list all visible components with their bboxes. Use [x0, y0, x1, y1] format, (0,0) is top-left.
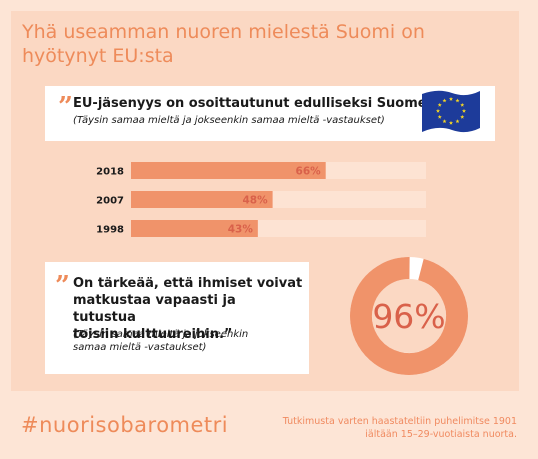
flag-cloth: [422, 90, 480, 133]
source-note: Tutkimusta varten haastateltiin puhelimi…: [257, 415, 517, 441]
bar: [131, 162, 326, 179]
flag-star: [461, 108, 467, 113]
bar: [131, 220, 258, 237]
quote-sub-line-2: samaa mieltä -vastaukset): [73, 342, 207, 353]
quote-subtext: (Täysin samaa mieltä ja jokseenkin samaa…: [73, 328, 273, 354]
flag-star: [448, 96, 454, 101]
bar-category-label: 2018: [96, 167, 124, 178]
donut-chart: 96%: [350, 257, 468, 375]
flag-star: [437, 102, 442, 107]
flag-star: [460, 114, 465, 119]
bar-value-label: 43%: [228, 224, 254, 236]
flag-star: [460, 102, 465, 107]
flag-star: [442, 98, 447, 103]
quote-line-2: matkustaa vapaasti ja tutustua: [73, 293, 236, 325]
page-title: Yhä useamman nuoren mielestä Suomi on hy…: [22, 20, 482, 68]
flag-star: [442, 119, 447, 124]
flag-star: [437, 114, 442, 119]
quote-text: EU-jäsenyys on osoittautunut edulliseksi…: [73, 96, 458, 111]
hashtag: #nuorisobarometri: [21, 413, 229, 437]
bar-category-label: 2007: [96, 196, 124, 207]
title-line-1: Yhä useamman nuoren mielestä Suomi on: [22, 21, 425, 43]
title-line-2: hyötynyt EU:sta: [22, 45, 174, 67]
quote-card-eu: ” EU-jäsenyys on osoittautunut edullisek…: [45, 86, 495, 141]
quote-mark-icon: ”: [55, 271, 70, 301]
source-line-2: iältään 15–29-vuotiaista nuorta.: [365, 429, 517, 440]
flag-star: [455, 98, 460, 103]
quote-mark-icon: ”: [58, 92, 73, 122]
bar-chart: 2018 66% 2007 48% 1998 43%: [96, 162, 426, 237]
source-line-1: Tutkimusta varten haastateltiin puhelimi…: [282, 416, 517, 427]
quote-text: On tärkeää, että ihmiset voivat matkusta…: [73, 275, 303, 343]
bar-value-label: 48%: [242, 195, 268, 207]
bar: [131, 191, 273, 208]
bar-value-label: 66%: [296, 166, 322, 178]
quote-card-travel: ” On tärkeää, että ihmiset voivat matkus…: [45, 262, 309, 374]
bar-category-label: 1998: [96, 225, 124, 236]
quote-line-3: toisiin kulttuureihin.”: [73, 327, 233, 342]
eu-flag-icon: [422, 90, 480, 133]
flag-star: [448, 120, 454, 125]
flag-star: [435, 108, 441, 113]
quote-sub-line-1: (Täysin samaa mieltä ja jokseenkin: [73, 329, 249, 340]
quote-subtext: (Täysin samaa mieltä ja jokseenkin samaa…: [73, 115, 385, 126]
flag-star: [455, 119, 460, 124]
flag-stars: [435, 96, 467, 125]
quote-line-1: On tärkeää, että ihmiset voivat: [73, 276, 303, 291]
donut-center-label: 96%: [372, 297, 445, 336]
